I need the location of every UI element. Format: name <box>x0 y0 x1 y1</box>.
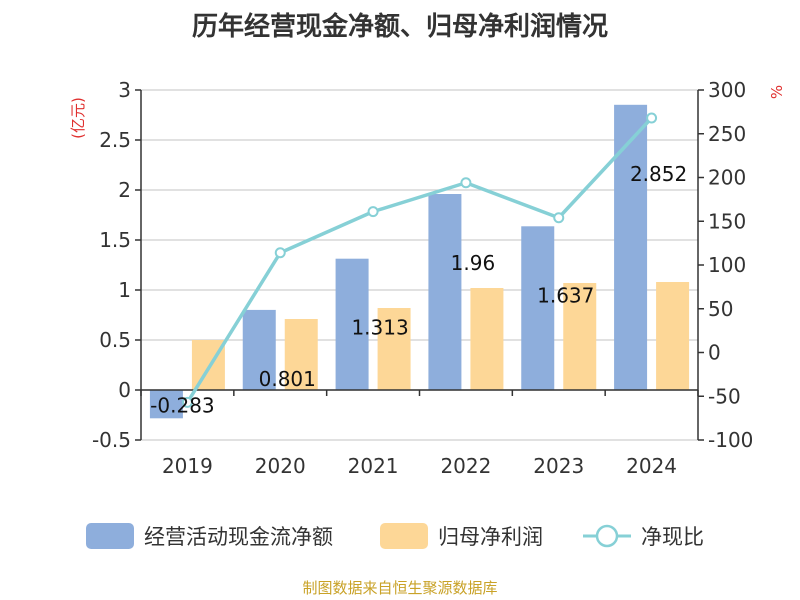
left-tick-label: 0 <box>118 378 131 402</box>
x-tick-label: 2023 <box>533 454 584 478</box>
cashflow-data-label: 0.801 <box>259 367 316 391</box>
legend-marker <box>595 524 619 548</box>
bar-profit-2021 <box>377 308 411 390</box>
x-tick-label: 2021 <box>348 454 399 478</box>
ratio-line <box>181 112 658 408</box>
bar-cashflow-2020 <box>242 309 276 390</box>
right-tick-label: 50 <box>708 297 733 321</box>
right-tick-label: 150 <box>708 209 746 233</box>
source-note: 制图数据来自恒生聚源数据库 <box>302 579 498 597</box>
cashflow-data-label: -0.283 <box>150 393 214 417</box>
legend-swatch <box>86 523 134 549</box>
cashflow-data-label: 1.313 <box>351 316 408 340</box>
legend-label: 经营活动现金流净额 <box>144 525 333 549</box>
right-axis-unit: % <box>768 85 786 99</box>
legend-label: 净现比 <box>641 525 704 549</box>
left-tick-label: 2.5 <box>99 128 131 152</box>
ratio-point-2023 <box>553 212 565 224</box>
ratio-point-2022 <box>460 177 472 189</box>
legend-label: 归母净利润 <box>438 525 543 549</box>
ratio-point-2024 <box>646 112 658 124</box>
bar-profit-2022 <box>470 288 504 390</box>
right-tick-label: 100 <box>708 253 746 277</box>
x-tick-label: 2024 <box>626 454 677 478</box>
bar-cashflow-2024 <box>614 104 648 391</box>
chart-title: 历年经营现金净额、归母净利润情况 <box>191 12 608 42</box>
right-tick-label: -50 <box>708 384 741 408</box>
bar-cashflow-2019 <box>149 390 183 419</box>
legend-swatch <box>380 523 428 549</box>
bars <box>149 104 690 419</box>
axes: -0.5 0 0.5 1 1.5 2 2.5 3 -100 -50 0 50 100 150 200 250 3… <box>69 78 786 478</box>
x-tick-label: 2022 <box>440 454 491 478</box>
left-tick-label: 3 <box>118 78 131 102</box>
bar-profit-2024 <box>656 282 690 390</box>
left-tick-label: 1.5 <box>99 228 131 252</box>
ratio-point-2021 <box>367 206 379 218</box>
left-tick-label: 1 <box>118 278 131 302</box>
bar-profit-2023 <box>563 283 597 390</box>
legend: 经营活动现金流净额 归母净利润 净现比 <box>86 523 704 549</box>
ratio-point-2020 <box>274 247 286 259</box>
bar-cashflow-2023 <box>521 226 555 390</box>
right-tick-label: 300 <box>708 78 746 102</box>
bar-cashflow-2021 <box>335 258 369 390</box>
right-tick-label: 200 <box>708 166 746 190</box>
left-axis-unit: (亿元) <box>69 97 87 139</box>
left-tick-label: 2 <box>118 178 131 202</box>
x-tick-label: 2020 <box>255 454 306 478</box>
cashflow-data-label: 1.96 <box>451 251 496 275</box>
bar-cashflow-2022 <box>428 194 462 390</box>
data-labels: -0.283 0.801 1.313 1.96 1.637 2.852 <box>150 162 687 417</box>
right-tick-label: -100 <box>708 428 753 452</box>
ratio-series-line <box>185 116 653 404</box>
right-tick-label: 250 <box>708 122 746 146</box>
left-tick-label: 0.5 <box>99 328 131 352</box>
left-tick-label: -0.5 <box>92 428 131 452</box>
cashflow-data-label: 1.637 <box>537 283 594 307</box>
right-tick-label: 0 <box>708 341 721 365</box>
bar-profit-2020 <box>284 319 318 390</box>
cashflow-data-label: 2.852 <box>630 162 687 186</box>
ratio-point-2019 <box>181 396 193 408</box>
x-tick-label: 2019 <box>162 454 213 478</box>
